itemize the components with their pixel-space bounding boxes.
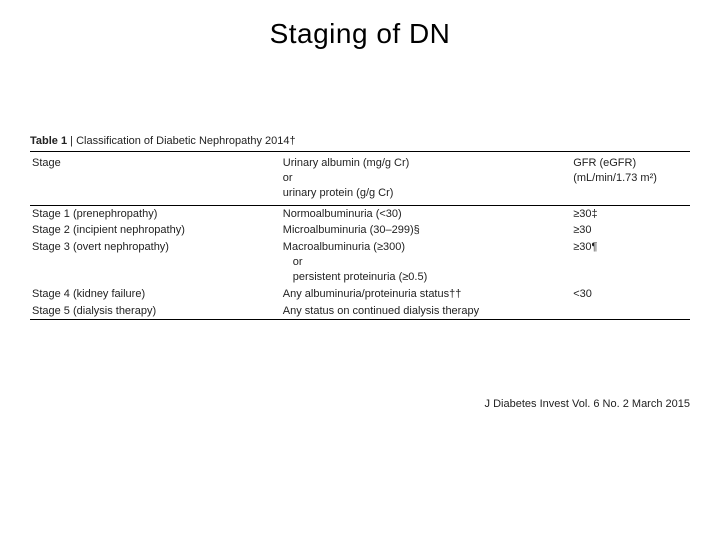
col-albumin-l1: Urinary albumin (mg/g Cr) [283, 157, 410, 169]
col-albumin-l2: or [283, 172, 293, 184]
cell-alb: Normoalbuminuria (<30) [281, 205, 571, 222]
cell-stage: Stage 2 (incipient nephropathy) [30, 222, 281, 239]
cell-stage: Stage 1 (prenephropathy) [30, 205, 281, 222]
cell-stage: Stage 3 (overt nephropathy) [30, 239, 281, 286]
col-albumin-l3: urinary protein (g/g Cr) [283, 187, 394, 199]
cell-gfr: ≥30 [571, 222, 690, 239]
table-caption: Table 1 | Classification of Diabetic Nep… [30, 135, 690, 151]
col-stage-header: Stage [30, 152, 281, 206]
cell-alb: Any albuminuria/proteinuria status†† [281, 286, 571, 303]
col-gfr-l2: (mL/min/1.73 m²) [573, 172, 657, 184]
cell-stage: Stage 5 (dialysis therapy) [30, 303, 281, 320]
col-albumin-header: Urinary albumin (mg/g Cr) or urinary pro… [281, 152, 571, 206]
caption-text: Classification of Diabetic Nephropathy 2… [76, 135, 296, 147]
cell-alb-sub2: persistent proteinuria (≥0.5) [283, 270, 569, 285]
cell-alb-main: Macroalbuminuria (≥300) [283, 241, 405, 253]
caption-sep: | [67, 135, 76, 147]
cell-alb: Microalbuminuria (30–299)§ [281, 222, 571, 239]
dn-staging-table: Stage Urinary albumin (mg/g Cr) or urina… [30, 151, 690, 320]
table-row: Stage 3 (overt nephropathy) Macroalbumin… [30, 239, 690, 286]
table-header-row: Stage Urinary albumin (mg/g Cr) or urina… [30, 152, 690, 206]
slide: Staging of DN Table 1 | Classification o… [0, 0, 720, 540]
cell-alb: Macroalbuminuria (≥300) or persistent pr… [281, 239, 571, 286]
col-gfr-header: GFR (eGFR) (mL/min/1.73 m²) [571, 152, 690, 206]
cell-alb-sub: or [283, 255, 569, 270]
table-row: Stage 4 (kidney failure) Any albuminuria… [30, 286, 690, 303]
cell-gfr: ≥30¶ [571, 239, 690, 286]
cell-alb: Any status on continued dialysis therapy [281, 303, 571, 320]
cell-gfr [571, 303, 690, 320]
citation: J Diabetes Invest Vol. 6 No. 2 March 201… [485, 398, 690, 410]
slide-title: Staging of DN [0, 0, 720, 50]
table-row: Stage 5 (dialysis therapy) Any status on… [30, 303, 690, 320]
col-gfr-l1: GFR (eGFR) [573, 157, 636, 169]
cell-gfr: ≥30‡ [571, 205, 690, 222]
caption-label: Table 1 [30, 135, 67, 147]
cell-gfr: <30 [571, 286, 690, 303]
table-row: Stage 2 (incipient nephropathy) Microalb… [30, 222, 690, 239]
table-region: Table 1 | Classification of Diabetic Nep… [30, 135, 690, 320]
cell-stage: Stage 4 (kidney failure) [30, 286, 281, 303]
table-row: Stage 1 (prenephropathy) Normoalbuminuri… [30, 205, 690, 222]
